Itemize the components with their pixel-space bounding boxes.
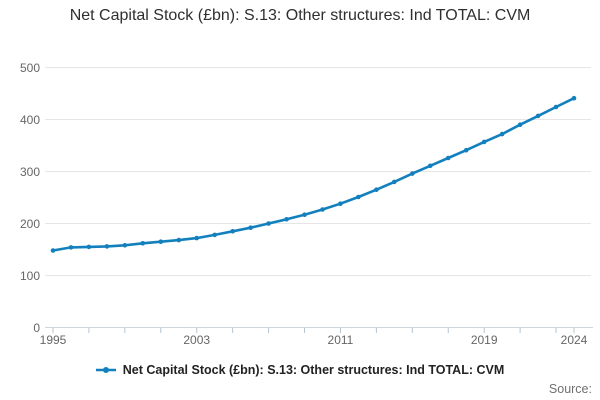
data-point xyxy=(463,147,469,153)
data-point xyxy=(374,187,379,192)
data-point xyxy=(230,229,235,234)
data-point xyxy=(553,104,559,110)
legend-item-net-capital-stock[interactable]: Net Capital Stock (£bn): S.13: Other str… xyxy=(95,363,505,377)
x-axis-ticks xyxy=(52,328,575,333)
data-point xyxy=(68,245,74,250)
data-point xyxy=(356,194,361,200)
y-axis-tick-label: 200 xyxy=(19,216,40,231)
y-axis-tick-label: 400 xyxy=(19,112,40,127)
gridlines xyxy=(45,67,591,276)
data-point xyxy=(410,171,415,176)
data-point xyxy=(535,113,541,119)
data-point xyxy=(86,244,92,250)
data-point xyxy=(176,237,182,243)
data-point xyxy=(320,207,325,212)
x-axis-tick-label: 2011 xyxy=(327,333,354,347)
data-point xyxy=(284,217,289,222)
data-point xyxy=(517,122,523,127)
y-axis-tick-label: 300 xyxy=(19,164,40,179)
data-point xyxy=(392,179,397,185)
x-axis-tick-label: 2019 xyxy=(470,333,498,347)
data-point xyxy=(104,244,110,249)
data-point xyxy=(212,232,217,238)
data-point xyxy=(50,248,56,253)
data-point xyxy=(122,243,128,248)
y-axis-tick-label: 500 xyxy=(19,60,40,75)
data-point xyxy=(158,239,164,244)
data-point xyxy=(428,163,433,169)
data-point xyxy=(302,212,307,217)
data-point xyxy=(140,241,146,246)
x-axis-tick-label: 2024 xyxy=(560,333,588,347)
data-point xyxy=(248,225,253,230)
legend: Net Capital Stock (£bn): S.13: Other str… xyxy=(0,363,600,377)
line-marker-icon xyxy=(95,367,116,373)
series-line xyxy=(51,96,576,252)
data-point xyxy=(338,201,343,206)
y-axis-tick-label: 0 xyxy=(33,320,40,335)
y-axis-tick-label: 100 xyxy=(19,268,40,283)
series-markers xyxy=(50,95,577,253)
chart-title: Net Capital Stock (£bn): S.13: Other str… xyxy=(69,7,531,24)
data-point xyxy=(481,139,487,145)
data-point xyxy=(499,131,505,137)
data-point xyxy=(266,221,271,226)
data-point xyxy=(445,155,451,161)
x-axis-tick-label: 2003 xyxy=(183,333,211,347)
data-point xyxy=(194,235,199,241)
source-label: Source: xyxy=(548,382,592,396)
legend-label: Net Capital Stock (£bn): S.13: Other str… xyxy=(122,363,505,377)
data-point xyxy=(571,95,577,101)
x-axis-tick-label: 1995 xyxy=(39,333,67,347)
